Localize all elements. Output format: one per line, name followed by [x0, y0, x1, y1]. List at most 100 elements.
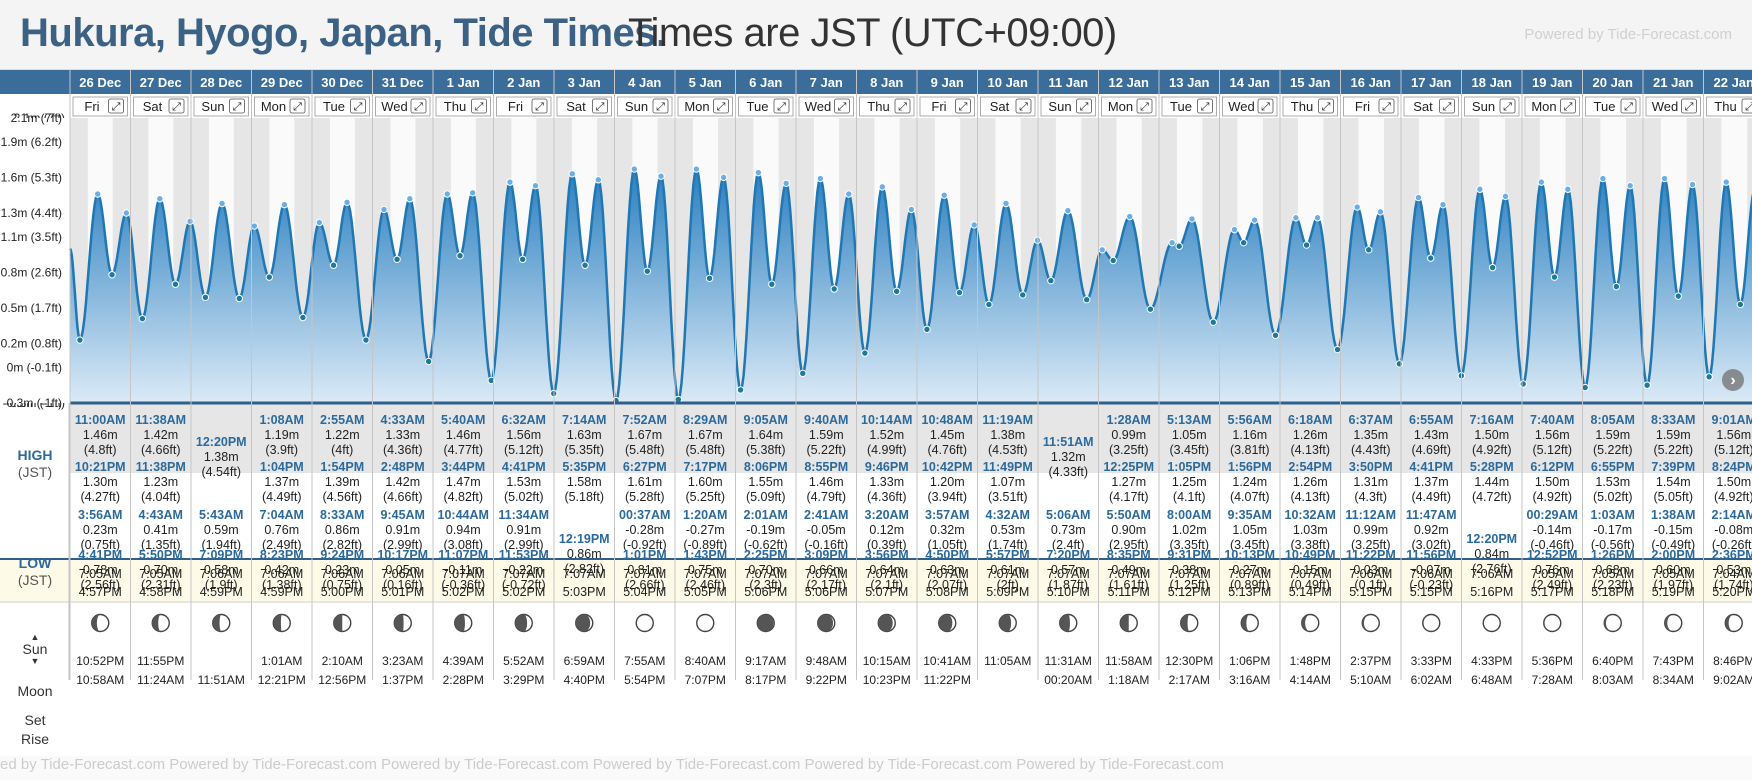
expand-icon: [471, 98, 487, 114]
low-time: 2:41AM: [804, 508, 848, 522]
low-time: 1:01PM: [623, 548, 667, 562]
high-tide-point: [1501, 192, 1510, 201]
low-tide-point: [76, 336, 84, 344]
moon-shadow: [212, 614, 222, 632]
low-height-m: 0.32m: [930, 523, 965, 537]
expand-icon: [1076, 98, 1092, 114]
expand-icon: ⤢: [1745, 101, 1752, 113]
high-label-text: HIGH: [17, 447, 53, 463]
date-label: 10 Jan: [988, 75, 1029, 90]
high-tide-point: [845, 190, 853, 198]
high-height-ft: (5.18ft): [564, 490, 604, 504]
day-of-week-label: Tue: [1594, 99, 1616, 114]
high-height-m: 1.07m: [990, 475, 1025, 489]
expand-icon: [531, 98, 548, 114]
low-height-ft: (1.9ft): [205, 578, 238, 592]
low-tide-point: [1175, 242, 1183, 250]
day-of-week-label: Mon: [684, 99, 709, 114]
moonset-time: 8:46PM: [1713, 654, 1752, 668]
moon-label: Moon: [17, 683, 53, 699]
sunrise-time: 7:07AM: [1228, 567, 1271, 581]
sunrise-time: 7:07AM: [563, 567, 606, 581]
high-tide-point: [1537, 178, 1546, 186]
expand-icon: ⤢: [1564, 101, 1573, 113]
low-height-m: 0.91m: [385, 523, 420, 537]
low-height-m: 0.81m: [627, 563, 662, 577]
low-tide-point: [1736, 300, 1745, 309]
low-height-m: 0.90m: [1111, 523, 1146, 537]
high-height-ft: (5.05ft): [1653, 490, 1693, 504]
low-height-m: 0.38m: [1172, 563, 1207, 577]
sun-arrow-up-icon: ▲: [30, 632, 40, 642]
day-of-week-label: Tue: [747, 99, 769, 114]
sun-label: ▲ Sun ▼: [0, 632, 70, 666]
low-height-m: -0.07m: [1412, 563, 1451, 577]
low-height-ft: (0.39ft): [867, 538, 907, 552]
high-height-ft: (4.49ft): [262, 490, 302, 504]
high-height-m: 1.64m: [748, 428, 783, 442]
high-height-m: 1.54m: [1656, 475, 1691, 489]
moon-shadow: [1604, 614, 1613, 632]
sunrise-time: 7:07AM: [1168, 567, 1211, 581]
low-time: 8:33AM: [320, 508, 364, 522]
moon-shadow: [1059, 614, 1070, 632]
high-tide-point: [1722, 178, 1730, 186]
high-height-ft: (5.02ft): [504, 490, 544, 504]
low-tide-point: [1427, 254, 1435, 262]
low-height-m: -0.19m: [746, 523, 785, 537]
date-header-band: [0, 70, 1752, 94]
low-height-ft: (2.95ft): [1109, 538, 1149, 552]
low-time: 8:23PM: [260, 548, 304, 562]
sunrise-time: 7:07AM: [684, 567, 727, 581]
low-time: 5:43AM: [199, 508, 243, 522]
date-label: 9 Jan: [931, 75, 964, 90]
expand-icon: ⤢: [777, 101, 786, 113]
low-height-m: 0.12m: [869, 523, 904, 537]
sunset-time: 5:14PM: [1289, 585, 1332, 599]
low-time: 7:04AM: [260, 508, 304, 522]
sunset-time: 5:15PM: [1410, 585, 1453, 599]
low-time: 10:44AM: [438, 508, 489, 522]
high-time: 1:56PM: [1228, 460, 1272, 474]
low-height-m: 0.05m: [385, 563, 420, 577]
low-tide-point: [581, 261, 589, 269]
low-height-ft: (0.1ft): [1354, 578, 1387, 592]
expand-icon: ⤢: [112, 101, 121, 113]
high-time: 6:37AM: [1349, 413, 1393, 427]
high-height-ft: (5.09ft): [746, 490, 786, 504]
high-tide-point: [568, 170, 576, 178]
high-height-m: 1.35m: [1353, 428, 1388, 442]
expand-icon: ⤢: [475, 101, 484, 113]
high-time: 5:40AM: [441, 413, 485, 427]
date-label: 20 Jan: [1593, 75, 1634, 90]
title-bar: Hukura, Hyogo, Japan, Tide Times. Times …: [0, 0, 1752, 70]
high-tide-point: [280, 200, 289, 209]
expand-icon: [773, 98, 790, 114]
sunset-time: 5:18PM: [1591, 585, 1634, 599]
high-height-ft: (3.94ft): [927, 490, 967, 504]
low-height-m: -0.14m: [1533, 523, 1572, 537]
low-time: 10:49PM: [1285, 548, 1336, 562]
high-height-m: 1.05m: [1172, 428, 1207, 442]
low-height-ft: (1.87ft): [1048, 578, 1088, 592]
low-tide-point: [1271, 331, 1280, 340]
sunset-time: 5:07PM: [865, 585, 908, 599]
low-tide-point: [329, 261, 338, 269]
low-time: 2:25PM: [744, 548, 788, 562]
moonset-time: 10:52PM: [76, 654, 124, 668]
low-height-m: 0.86m: [325, 523, 360, 537]
low-height-m: 0.42m: [264, 563, 299, 577]
high-tide-point: [1002, 199, 1010, 208]
low-height-ft: (2.49ft): [262, 538, 302, 552]
low-height-ft: (1.61ft): [1109, 578, 1149, 592]
high-time: 12:25PM: [1103, 460, 1154, 474]
high-height-m: 1.43m: [1414, 428, 1449, 442]
sunrise-time: 7:04AM: [1712, 567, 1752, 581]
high-tide-point: [1188, 215, 1196, 223]
high-time: 8:05AM: [1591, 413, 1635, 427]
moonset-time: 1:01AM: [261, 654, 302, 668]
high-height-ft: (4.92ft): [1714, 490, 1752, 504]
expand-icon: [410, 98, 427, 114]
low-height-ft: (3.35ft): [1169, 538, 1209, 552]
day-of-week-label: Sat: [990, 99, 1010, 114]
